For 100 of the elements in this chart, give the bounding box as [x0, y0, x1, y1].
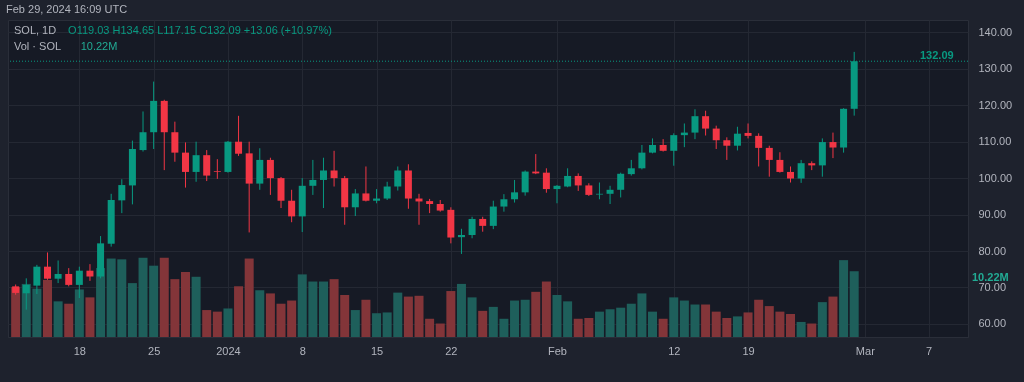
bar	[658, 318, 668, 337]
x-tick-label: 19	[742, 344, 755, 357]
candlestick	[351, 188, 359, 217]
candlestick	[235, 115, 243, 157]
y-tick-label: 70.00	[978, 280, 1007, 293]
bar	[212, 311, 222, 337]
bar	[191, 276, 201, 337]
x-tick-label: Feb	[548, 344, 567, 357]
bar	[350, 310, 360, 337]
candlestick	[511, 179, 519, 204]
ref-line-label: 132.09	[920, 49, 954, 62]
candlestick	[489, 200, 497, 230]
text: 10.22M	[80, 40, 118, 52]
candlestick	[86, 263, 94, 282]
candlestick	[691, 108, 699, 140]
candlestick	[776, 151, 784, 174]
candlestick	[617, 172, 625, 198]
candlestick	[829, 132, 837, 159]
candlestick	[712, 125, 720, 150]
bar	[85, 297, 95, 337]
bar	[552, 295, 562, 337]
y-tick-label: 80.00	[978, 244, 1007, 257]
y-tick-label: 140.00	[978, 25, 1013, 38]
bar	[318, 281, 328, 337]
candlestick	[818, 137, 826, 178]
bar	[701, 304, 711, 337]
candlestick	[118, 178, 126, 214]
bar	[53, 301, 63, 337]
bar	[265, 293, 275, 337]
candlestick	[213, 158, 221, 180]
bar	[244, 258, 254, 337]
bar	[361, 299, 371, 337]
bar	[202, 310, 212, 337]
bar	[849, 271, 859, 337]
candlestick	[394, 165, 402, 192]
bar	[839, 260, 849, 337]
bar	[478, 310, 488, 337]
y-tick-label: 60.00	[978, 317, 1007, 330]
candlestick	[383, 181, 391, 201]
bar	[64, 303, 74, 337]
text: Feb 29, 2024 16:09 UTC	[6, 3, 128, 15]
x-tick-label: 7	[925, 344, 933, 357]
x-tick-label: Mar	[855, 344, 876, 357]
candlestick	[765, 145, 773, 178]
candlestick	[309, 159, 317, 196]
bar	[255, 290, 265, 337]
bar	[807, 323, 817, 337]
candlestick	[266, 157, 274, 196]
candlestick	[139, 110, 147, 153]
candlestick	[659, 138, 667, 153]
x-tick-label: 22	[445, 344, 458, 357]
bar	[467, 297, 477, 337]
candlestick	[319, 157, 327, 209]
x-tick-label: 12	[668, 344, 681, 357]
annotation: O119.03 H134.65 L117.15 C132.09 +13.06 (+10.97%)	[68, 24, 332, 36]
candlestick	[553, 184, 561, 204]
candlestick	[702, 110, 710, 136]
candlestick	[744, 122, 752, 139]
bar	[786, 314, 796, 337]
candlestick	[203, 149, 211, 182]
bar	[563, 301, 573, 337]
bar	[648, 311, 658, 337]
bar	[223, 308, 233, 337]
y-tick-label: 110.00	[978, 135, 1012, 148]
bar	[180, 272, 190, 337]
bar	[372, 313, 382, 337]
bar	[669, 297, 679, 337]
bar	[456, 283, 466, 337]
candlestick	[670, 132, 678, 167]
candlestick	[755, 132, 763, 167]
bar	[234, 286, 244, 337]
candlestick	[606, 185, 614, 205]
candlestick	[733, 126, 741, 151]
bar	[510, 300, 520, 337]
x-tick-label: 8	[299, 344, 306, 357]
candlestick	[65, 267, 73, 287]
bar	[594, 311, 604, 337]
chart-title: Vol · SOL	[14, 40, 62, 52]
candlestick	[468, 216, 476, 239]
candlestick	[288, 189, 296, 223]
bar	[403, 296, 413, 337]
candlestick	[797, 159, 805, 184]
candlestick	[500, 193, 508, 213]
x-tick-label: 18	[73, 344, 86, 357]
x-tick-label: 2024	[216, 344, 241, 357]
bar	[541, 281, 551, 337]
bar	[828, 296, 838, 337]
bar	[127, 283, 137, 337]
candlestick	[457, 228, 465, 255]
y-tick-label: 100.00	[978, 171, 1013, 184]
bar	[531, 291, 541, 337]
x-tick-label: 15	[370, 344, 384, 357]
candlestick	[54, 259, 62, 284]
candlestick	[723, 136, 731, 161]
x-tick-label: 25	[148, 344, 161, 357]
bar	[74, 289, 84, 337]
candlestick	[171, 121, 179, 163]
text: 10.22M	[972, 270, 1009, 283]
bar	[796, 321, 806, 337]
bar	[520, 299, 530, 337]
